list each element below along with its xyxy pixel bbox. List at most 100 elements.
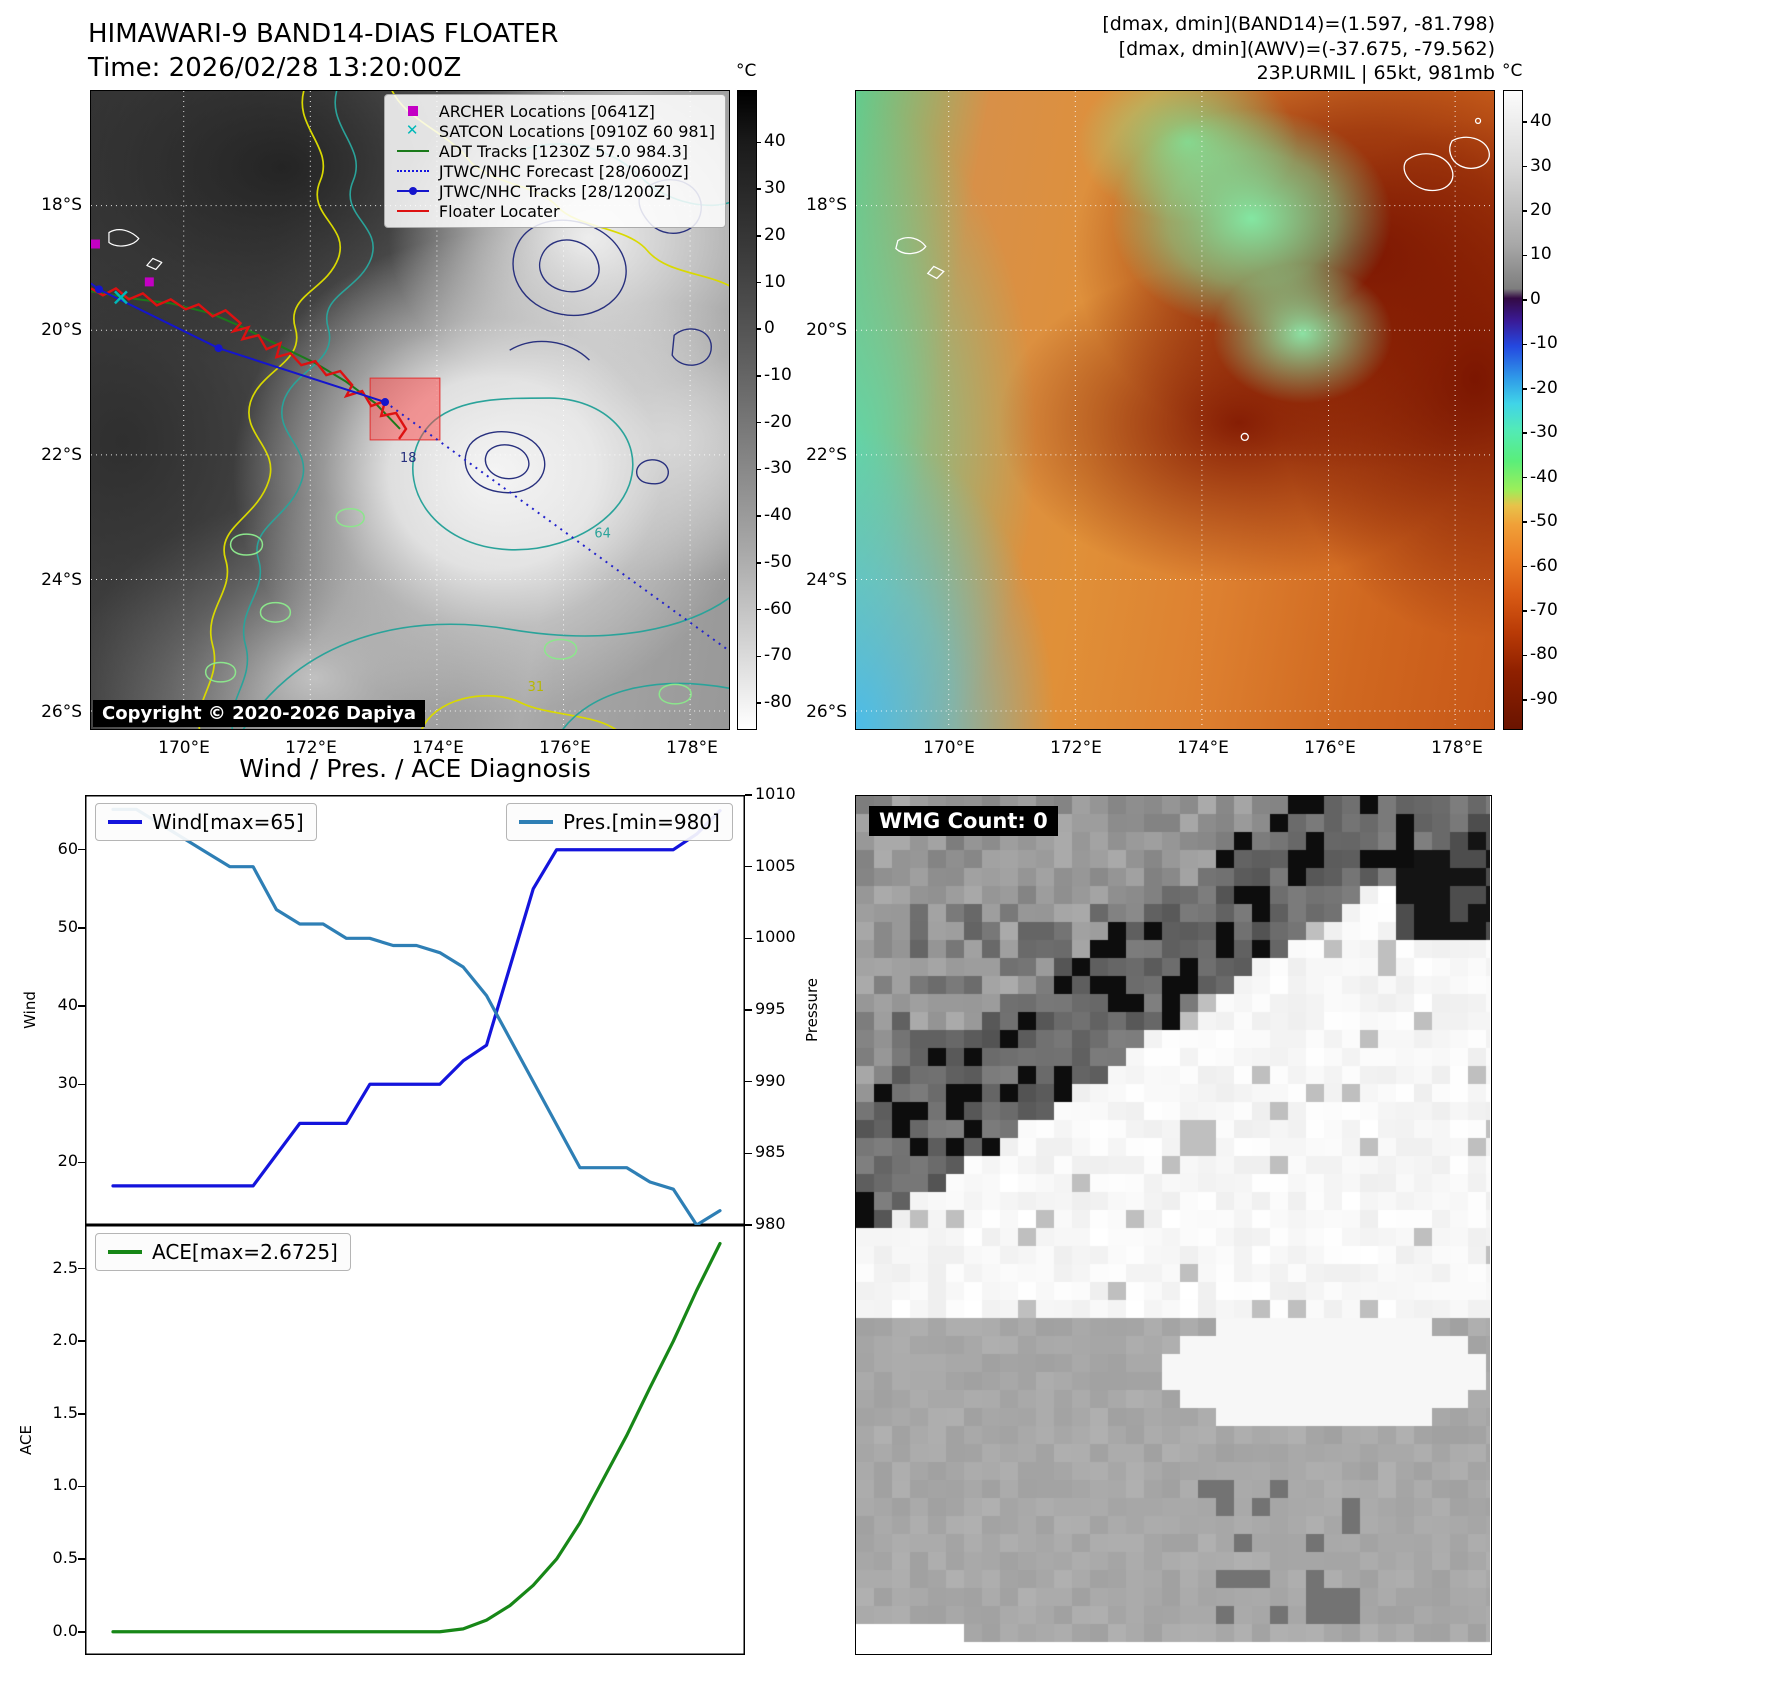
wmg-panel: WMG Count: 0 (855, 795, 1492, 1655)
band14-colorbar-tick-mark (756, 655, 761, 657)
ace-chart (85, 1225, 745, 1655)
awv-colorbar-tick-mark (1522, 610, 1527, 612)
legend-item: JTWC/NHC Forecast [28/0600Z] (395, 161, 715, 181)
awv-colorbar-tick-label: -60 (1530, 555, 1558, 576)
band14-colorbar-tick-mark (756, 608, 761, 611)
legend-item: JTWC/NHC Tracks [28/1200Z] (395, 181, 715, 201)
tick-mark (745, 1009, 752, 1011)
band14-colorbar-tick-label: -60 (764, 598, 792, 619)
awv-lat-tick: 26°S (806, 702, 847, 722)
line-marker-icon (395, 203, 431, 219)
band14-colorbar-tick-mark (756, 562, 761, 564)
jtwc-track (91, 282, 386, 403)
pressure-axis-label: Pressure (803, 977, 821, 1043)
band14-colorbar-tick-mark (756, 515, 761, 517)
awv-colorbar-tick-label: -10 (1530, 333, 1558, 354)
page-title: HIMAWARI-9 BAND14-DIAS FLOATER (88, 19, 559, 49)
pressure-legend-label: Pres.[min=980] (563, 810, 720, 834)
awv-colorbar-tick-mark (1522, 565, 1527, 568)
tick-mark (78, 848, 85, 851)
series-line (111, 1241, 722, 1634)
band14-legend: ARCHER Locations [0641Z]SATCON Locations… (383, 94, 726, 228)
contour-label: 18 (400, 451, 416, 466)
awv-lat-tick: 24°S (806, 570, 847, 590)
tick-label: 1005 (755, 855, 796, 875)
tick-mark (745, 1224, 752, 1226)
chart-frame (85, 1225, 745, 1655)
awv-colorbar-tick-mark (1522, 343, 1527, 346)
awv-colorbar-tick-label: -20 (1530, 377, 1558, 398)
band14-colorbar-tick-label: -30 (764, 458, 792, 479)
awv-colorbar-tick-label: 0 (1530, 288, 1541, 309)
awv-lon-tick: 174°E (1177, 738, 1229, 758)
awv-colorbar-tick-label: 30 (1530, 155, 1552, 176)
tick-label: 60 (57, 838, 78, 858)
ace-legend-line-icon (108, 1250, 142, 1254)
band14-colorbar-tick-mark (756, 468, 761, 471)
awv-colorbar-tick-mark (1522, 388, 1527, 390)
tick-mark (78, 1161, 85, 1164)
band14-colorbar-tick-mark (756, 702, 761, 704)
awv-colorbar-tick-label: -30 (1530, 422, 1558, 443)
awv-lat-tick: 22°S (806, 445, 847, 465)
series-line (111, 809, 722, 1188)
tick-mark (78, 1267, 85, 1270)
awv-lat-tick: 20°S (806, 320, 847, 340)
tick-label: 0.5 (52, 1548, 78, 1568)
square-marker-icon (395, 103, 431, 119)
legend-item: ADT Tracks [1230Z 57.0 984.3] (395, 141, 715, 161)
band14-lon-tick: 174°E (412, 738, 464, 758)
tick-mark (78, 1340, 85, 1342)
awv-lat-tick: 18°S (806, 195, 847, 215)
awv-colorbar-tick-label: 20 (1530, 200, 1552, 220)
pressure-legend-line-icon (519, 820, 553, 824)
band14-colorbar-tick-mark (756, 235, 761, 237)
band14-lat-tick: 26°S (41, 702, 82, 722)
awv-colorbar-tick-label: 40 (1530, 111, 1552, 132)
timestamp: Time: 2026/02/28 13:20:00Z (88, 52, 462, 83)
tick-label: 50 (57, 916, 78, 936)
wind-legend-line-icon (108, 820, 142, 824)
awv-colorbar-tick-mark (1522, 432, 1527, 434)
tick-mark (78, 1083, 85, 1086)
tick-label: 980 (755, 1214, 786, 1233)
tick-mark (745, 1152, 752, 1155)
band14-colorbar-tick-mark (756, 141, 761, 144)
legend-label: ARCHER Locations [0641Z] (438, 101, 655, 121)
awv-colorbar-tick-label: 10 (1530, 244, 1552, 265)
contour-label: 31 (528, 680, 544, 695)
legend-label: Floater Locater (438, 201, 560, 221)
legend-item: Floater Locater (395, 201, 715, 221)
contour-label: 64 (594, 527, 610, 542)
floater-track (91, 286, 408, 440)
wind-legend: Wind[max=65] (95, 803, 317, 841)
wind-legend-label: Wind[max=65] (152, 810, 304, 834)
coastlines (895, 117, 1490, 442)
legend-label: JTWC/NHC Tracks [28/1200Z] (438, 181, 672, 201)
awv-colorbar-tick-mark (1522, 654, 1527, 657)
copyright-banner: Copyright © 2020-2026 Dapiya (93, 700, 426, 727)
band14-colorbar-tick-label: -20 (764, 411, 792, 432)
dmax-dmin-awv: [dmax, dmin](AWV)=(-37.675, -79.562) (1118, 37, 1495, 60)
awv-colorbar-tick-mark (1522, 254, 1527, 257)
tracks (91, 239, 729, 652)
awv-colorbar-tick-mark (1522, 521, 1527, 523)
awv-lon-tick: 178°E (1431, 738, 1483, 758)
grid-lines (856, 91, 1494, 729)
awv-colorbar-tick-label: -70 (1530, 600, 1558, 620)
band14-lon-tick: 172°E (285, 738, 337, 758)
tick-mark (78, 1485, 85, 1488)
tick-mark (78, 1558, 85, 1560)
tick-label: 0.0 (52, 1620, 78, 1640)
ace-legend: ACE[max=2.6725] (95, 1233, 351, 1271)
legend-label: JTWC/NHC Forecast [28/0600Z] (438, 161, 689, 181)
band14-contour-svg: 18 64 31 (91, 91, 729, 729)
band14-colorbar-tick-mark (756, 281, 761, 284)
awv-colorbar-tick-label: -90 (1530, 688, 1558, 709)
band14-colorbar-tick-label: 20 (764, 224, 786, 245)
awv-overlay-svg (856, 91, 1494, 729)
awv-colorbar-tick-mark (1522, 299, 1527, 301)
awv-lon-tick: 172°E (1050, 738, 1102, 758)
awv-colorbar-tick-label: -50 (1530, 511, 1558, 532)
tick-label: 2.5 (52, 1257, 78, 1277)
